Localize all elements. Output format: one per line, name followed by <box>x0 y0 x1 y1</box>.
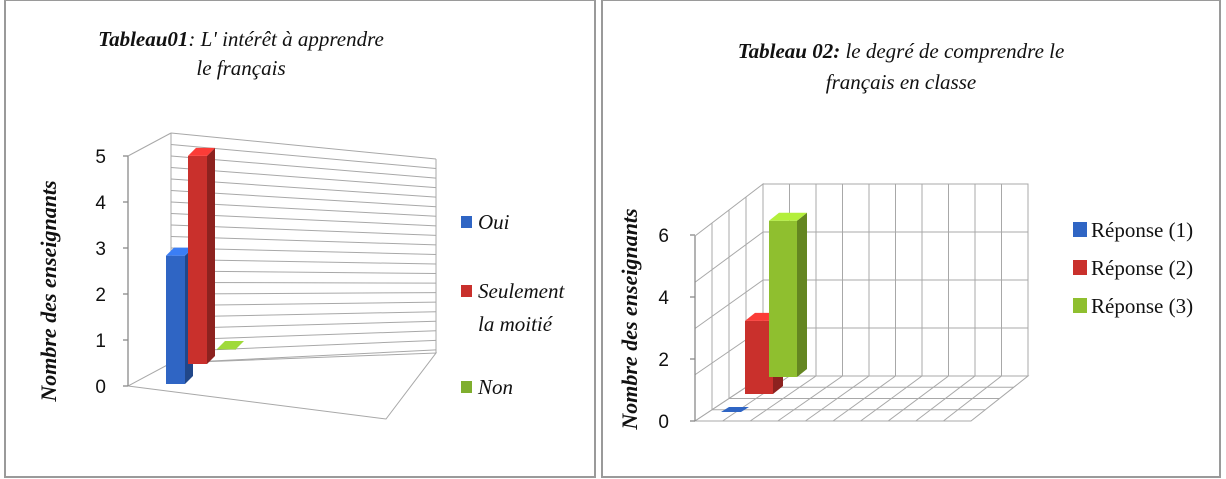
chart-right-bar-3-side <box>797 212 807 377</box>
chart-left-bar-3 <box>217 341 244 350</box>
chart-right-ylabel: Nombre des enseignants <box>617 208 642 430</box>
chart-left-gridline <box>170 282 437 284</box>
chart-left-legend-label: la moitié <box>478 312 554 336</box>
chart-right-svg: Tableau 02: le degré de comprendre le fr… <box>617 39 1193 433</box>
chart-left-gridline <box>170 349 437 364</box>
chart-left-gridline <box>170 270 437 275</box>
chart-right-legend-label: Réponse (2) <box>1091 256 1193 280</box>
chart-left-ytick-label: 5 <box>95 147 106 168</box>
chart-right-bar-3-front <box>769 220 797 377</box>
chart-right-legend-swatch <box>1073 222 1087 237</box>
chart-left-gridline <box>170 224 437 236</box>
chart-left-gridlines <box>126 132 438 420</box>
chart-left-title-rest: : L' intérêt à apprendre <box>188 27 383 51</box>
chart-panel-left: Tableau01: L' intérêt à apprendre le fra… <box>4 0 596 478</box>
chart-left-gridline <box>170 259 437 265</box>
chart-left-legend-label: Non <box>477 375 513 399</box>
chart-left-bar-2-side <box>207 147 215 364</box>
chart-left-gridline <box>170 339 437 352</box>
chart-left-gridline <box>170 167 437 189</box>
chart-left-legend-swatch <box>461 216 472 228</box>
chart-right-bar-3-top <box>769 212 807 221</box>
chart-right-bar-2-front <box>745 320 773 394</box>
chart-right-bar-1 <box>721 407 749 412</box>
chart-left-bar-2-front <box>188 155 207 364</box>
chart-right-wall-gridline <box>694 231 764 283</box>
chart-right-title-line2: français en classe <box>826 70 976 94</box>
chart-left-legend-label: Seulement <box>478 279 565 303</box>
chart-right-ytick-label: 0 <box>658 412 669 433</box>
chart-left-gridline <box>170 292 437 295</box>
chart-panel-right: Tableau 02: le degré de comprendre le fr… <box>601 0 1221 478</box>
chart-left-top-edge <box>127 132 172 157</box>
chart-right-wall-gridline <box>694 279 764 329</box>
chart-right-ytick-label: 4 <box>658 288 669 309</box>
chart-right-ytick-label: 2 <box>658 350 669 371</box>
chart-left-bar-1-top <box>166 247 193 256</box>
chart-left-gridline <box>170 236 437 246</box>
chart-left-ytick-label: 0 <box>95 377 106 398</box>
chart-left-gridline <box>170 201 437 217</box>
chart-left-svg: Tableau01: L' intérêt à apprendre le fra… <box>36 27 565 420</box>
chart-right-legend: Réponse (1) Réponse (2) Réponse (3) <box>1073 218 1193 318</box>
chart-left-legend: Oui Seulement la moitié Non <box>461 210 565 399</box>
chart-right-gridlines <box>693 182 1030 422</box>
chart-left-gridline <box>170 247 437 255</box>
chart-left-ytick-label: 3 <box>95 239 106 260</box>
chart-right-legend-label: Réponse (1) <box>1091 218 1193 242</box>
chart-left-legend-swatch <box>461 285 472 297</box>
chart-left-bars <box>166 147 244 384</box>
chart-right-bars <box>721 212 807 412</box>
chart-left-bar-1-front <box>166 255 185 384</box>
chart-left-gridline <box>170 155 437 179</box>
chart-left-title-line2: le français <box>196 56 285 80</box>
chart-right-legend-label: Réponse (3) <box>1091 294 1193 318</box>
chart-left-gridline <box>170 190 437 208</box>
chart-left-title: Tableau01: L' intérêt à apprendre <box>98 27 384 51</box>
chart-left-gridline <box>170 178 437 198</box>
chart-right-ticks: 0 2 4 6 <box>658 226 695 433</box>
chart-left-ylabel: Nombre des enseignants <box>36 180 61 402</box>
chart-right-bar-3 <box>769 212 807 377</box>
chart-right-title: Tableau 02: le degré de comprendre le <box>738 39 1065 63</box>
chart-left-gridline <box>170 132 437 160</box>
chart-left-gridline <box>170 301 437 306</box>
chart-right-ytick-label: 6 <box>658 226 669 247</box>
chart-left-bar-3-front <box>217 349 236 350</box>
chart-left-gridline <box>170 311 437 318</box>
chart-left-gridline <box>170 144 437 170</box>
chart-right-legend-swatch <box>1073 260 1087 275</box>
chart-right-title-bold: Tableau 02: <box>738 39 840 63</box>
chart-right-legend-swatch <box>1073 298 1087 313</box>
chart-left-gridline <box>170 213 437 227</box>
chart-left-bar-2-top <box>188 147 215 156</box>
chart-left-bar-3-top <box>217 341 244 349</box>
chart-left-gridline <box>170 330 437 341</box>
chart-left-ytick-label: 1 <box>95 331 106 352</box>
chart-left-legend-swatch <box>461 381 472 393</box>
chart-left-bar-2 <box>188 147 215 364</box>
chart-left-ytick-label: 4 <box>95 193 106 214</box>
chart-left-legend-label: Oui <box>478 210 510 234</box>
chart-left-ytick-label: 2 <box>95 285 106 306</box>
chart-right-title-rest: le degré de comprendre le <box>840 39 1064 63</box>
chart-left-ticks: 0 1 2 3 4 5 <box>95 147 128 398</box>
chart-left-title-bold: Tableau01 <box>98 27 188 51</box>
chart-left-gridline <box>170 320 437 329</box>
